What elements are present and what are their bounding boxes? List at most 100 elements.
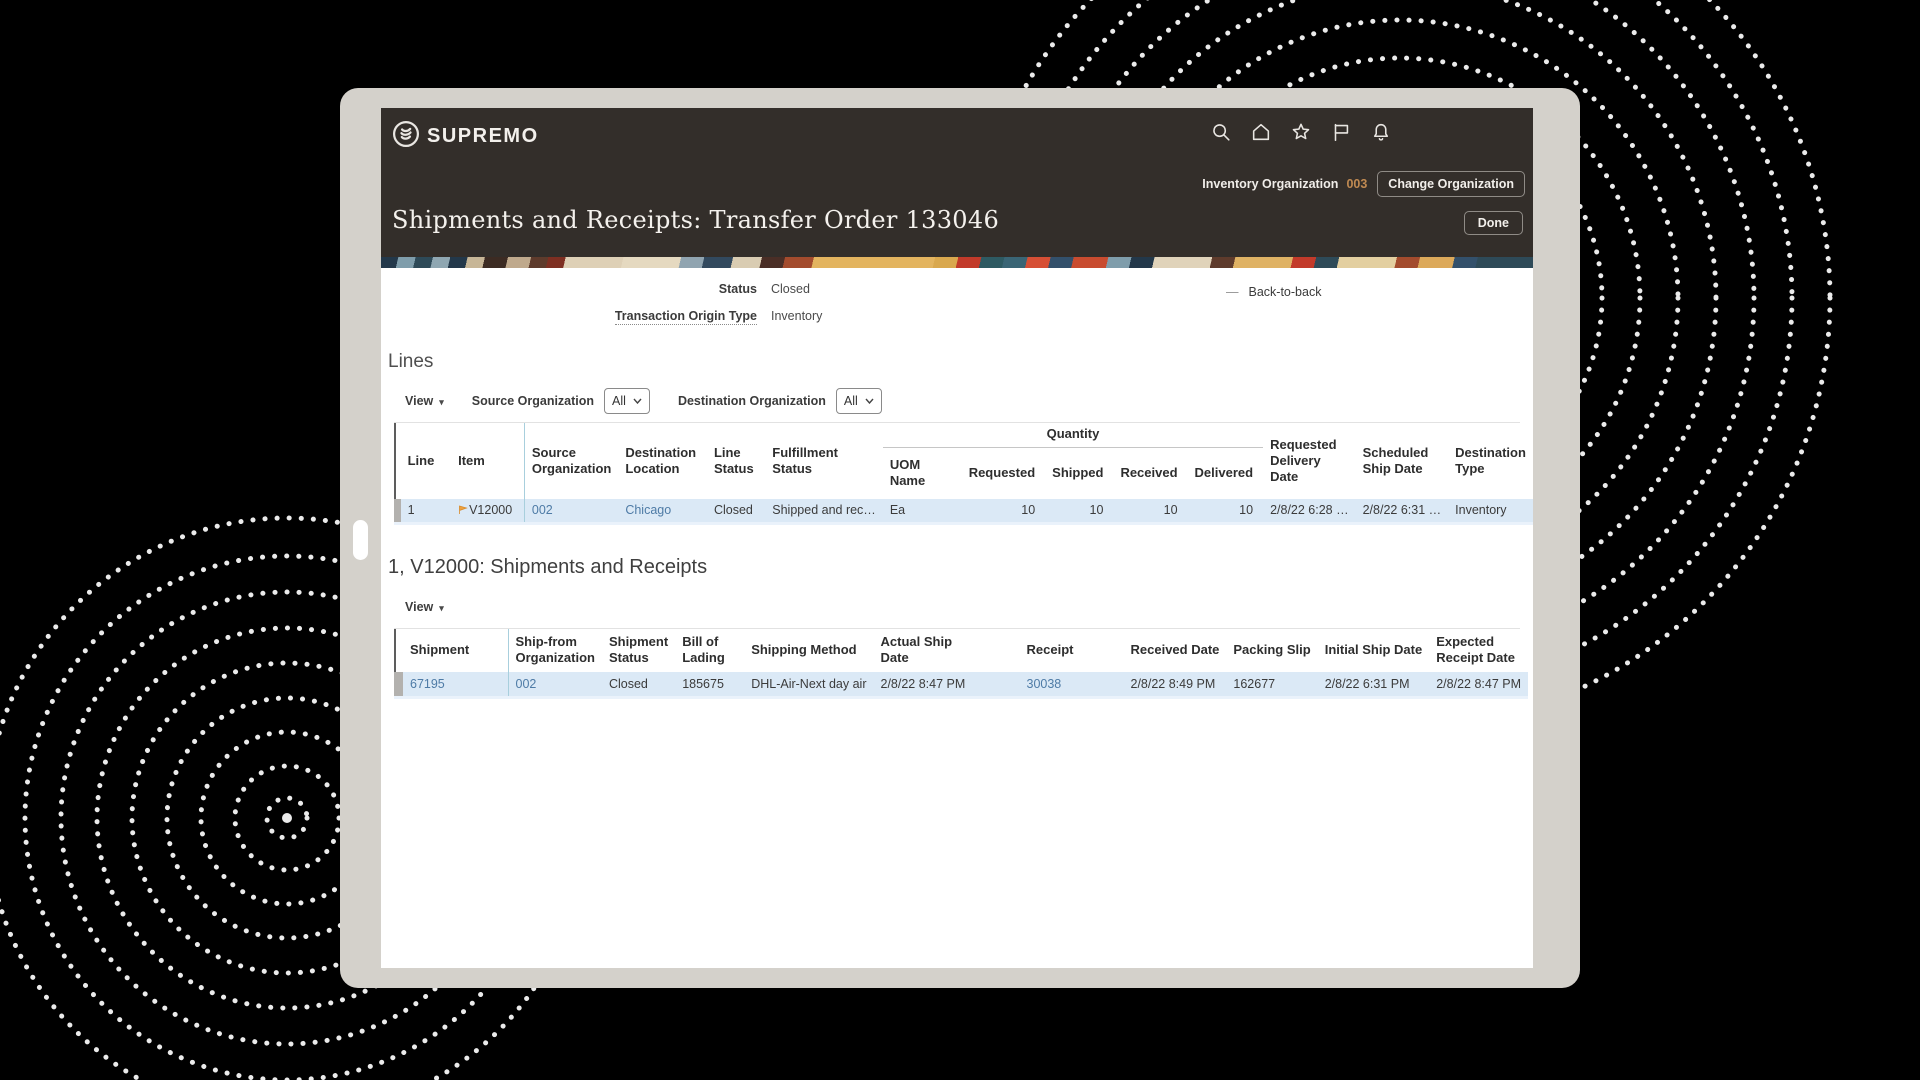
cell-source-org[interactable]: 002: [524, 499, 619, 525]
col-header-requested-delivery-date: Requested Delivery Date: [1270, 437, 1337, 484]
chevron-down-icon: [633, 398, 642, 404]
cell-bill-of-lading: 185675: [675, 671, 745, 699]
order-summary: Status Closed — Back-to-back Transaction O…: [381, 280, 1533, 325]
cell-expected-receipt-date: 2/8/22 8:47 PM: [1429, 671, 1528, 699]
cell-uom: Ea: [882, 499, 940, 525]
home-icon[interactable]: [1250, 121, 1272, 143]
col-header-source-org: Source Organization: [531, 445, 612, 476]
flag-marker-icon: [458, 504, 468, 515]
col-header-dest-location: Destination Location: [625, 445, 697, 476]
source-organization-select[interactable]: All: [604, 388, 650, 414]
col-header-received-date: Received Date: [1130, 642, 1220, 658]
col-header-received: Received: [1120, 465, 1178, 481]
chevron-down-icon: ▾: [439, 397, 444, 407]
lines-section-title: Lines: [388, 351, 434, 372]
back-to-back-field: — Back-to-back: [1226, 283, 1321, 301]
flag-icon[interactable]: [1330, 121, 1352, 143]
cell-destination-type: Inventory: [1448, 499, 1533, 525]
col-header-bill-of-lading: Bill of Lading: [682, 634, 725, 665]
device-frame: SUPREMO: [340, 88, 1580, 988]
brand-name: SUPREMO: [427, 125, 539, 147]
cell-receipt[interactable]: 30038: [1019, 671, 1124, 699]
cell-ship-from-org[interactable]: 002: [508, 671, 602, 699]
table-top-border: [394, 627, 1520, 629]
page-title: Shipments and Receipts: Transfer Order 1…: [392, 206, 1000, 234]
source-org-filter-label: Source Organization: [471, 394, 595, 408]
back-to-back-empty-value: —: [1226, 285, 1239, 299]
col-header-ship-from-org: Ship-from Organization: [515, 634, 595, 665]
col-header-shipment: Shipment: [403, 628, 509, 672]
favorites-star-icon[interactable]: [1290, 121, 1312, 143]
row-selector-column: [394, 423, 401, 499]
back-to-back-label: Back-to-back: [1248, 285, 1322, 299]
decorative-banner: [381, 257, 1533, 268]
cell-delivered: 10: [1187, 499, 1264, 525]
row-selector[interactable]: [394, 499, 401, 525]
chevron-down-icon: ▾: [439, 602, 444, 613]
cell-requested: 10: [940, 499, 1046, 525]
cell-line: 1: [400, 499, 452, 525]
table-row[interactable]: 1 V12000 002 Chicago Closed Shipped and …: [394, 499, 1533, 525]
chevron-down-icon: [865, 398, 874, 404]
inventory-org-label: Inventory Organization: [1202, 176, 1339, 191]
col-header-requested: Requested: [968, 465, 1036, 481]
search-icon[interactable]: [1210, 121, 1232, 143]
cell-actual-ship-date: 2/8/22 8:47 PM: [873, 671, 1020, 699]
status-label: Status: [718, 282, 757, 296]
shipments-table: Shipment Ship-from Organization Shipment…: [394, 628, 1528, 699]
cell-packing-slip: 162677: [1226, 671, 1318, 699]
destination-organization-select[interactable]: All: [835, 388, 882, 414]
shipments-toolbar: View ▾: [405, 594, 1533, 620]
cell-dest-location[interactable]: Chicago: [618, 499, 707, 525]
origin-type-value: Inventory: [771, 309, 823, 323]
col-header-scheduled-ship-date: Scheduled Ship Date: [1362, 445, 1429, 476]
page-content: Status Closed — Back-to-back Transaction O…: [381, 268, 1533, 699]
app-header: SUPREMO: [381, 108, 1533, 257]
cell-received: 10: [1113, 499, 1188, 525]
col-header-shipment-status: Shipment Status: [608, 634, 669, 665]
status-value: Closed: [771, 282, 810, 296]
col-header-expected-receipt-date: Expected Receipt Date: [1436, 634, 1515, 665]
cell-received-date: 2/8/22 8:49 PM: [1123, 671, 1227, 699]
cell-shipment-status: Closed: [601, 671, 676, 699]
col-header-destination-type: Destination Type: [1455, 445, 1526, 476]
change-organization-button[interactable]: Change Organization: [1377, 170, 1525, 197]
cell-scheduled-ship-date: 2/8/22 6:31 …: [1355, 499, 1449, 525]
col-header-delivered: Delivered: [1194, 465, 1254, 481]
row-selector[interactable]: [394, 671, 403, 699]
cell-shipped: 10: [1045, 499, 1114, 525]
lines-view-menu[interactable]: View ▾: [405, 394, 444, 408]
quantity-group-header: Quantity: [882, 423, 1264, 448]
col-header-receipt: Receipt: [1026, 642, 1074, 658]
col-header-shipping-method: Shipping Method: [751, 642, 857, 658]
col-header-fulfillment-status: Fulfillment Status: [772, 445, 838, 476]
origin-type-label: Transaction Origin Type: [614, 309, 757, 325]
lines-toolbar: View ▾ Source Organization All Destinatio…: [405, 388, 1533, 414]
dest-org-filter-label: Destination Organization: [677, 394, 826, 408]
detail-section-title: 1, V12000: Shipments and Receipts: [388, 555, 708, 578]
notifications-bell-icon[interactable]: [1370, 121, 1392, 143]
col-header-item: Item: [451, 423, 525, 499]
cell-shipment[interactable]: 67195: [403, 671, 509, 699]
global-icons: [1210, 121, 1392, 143]
lines-table: Line Item Source Organization Destinatio…: [394, 423, 1533, 525]
frame-handle: [353, 520, 368, 560]
inventory-org-value: 003: [1346, 176, 1368, 191]
col-header-shipped: Shipped: [1052, 465, 1104, 481]
table-top-border: [394, 422, 1520, 423]
supremo-logo-icon: [392, 120, 420, 148]
cell-line-status: Closed: [706, 499, 766, 525]
cell-shipping-method: DHL-Air-Next day air: [744, 671, 874, 699]
table-row[interactable]: 67195 002 Closed 185675 DHL-Air-Next day…: [394, 671, 1528, 699]
cell-item: V12000: [451, 499, 525, 525]
cell-requested-delivery-date: 2/8/22 6:28 …: [1263, 499, 1356, 525]
col-header-packing-slip: Packing Slip: [1233, 642, 1311, 658]
shipments-view-menu[interactable]: View ▾: [405, 599, 444, 614]
col-header-uom-name: UOM Name: [889, 457, 926, 489]
cell-fulfillment-status: Shipped and rec…: [765, 499, 883, 525]
cell-initial-ship-date: 2/8/22 6:31 PM: [1317, 671, 1430, 699]
done-button[interactable]: Done: [1463, 211, 1523, 235]
app-window: SUPREMO: [381, 108, 1533, 968]
col-header-actual-ship-date: Actual Ship Date: [880, 634, 953, 665]
